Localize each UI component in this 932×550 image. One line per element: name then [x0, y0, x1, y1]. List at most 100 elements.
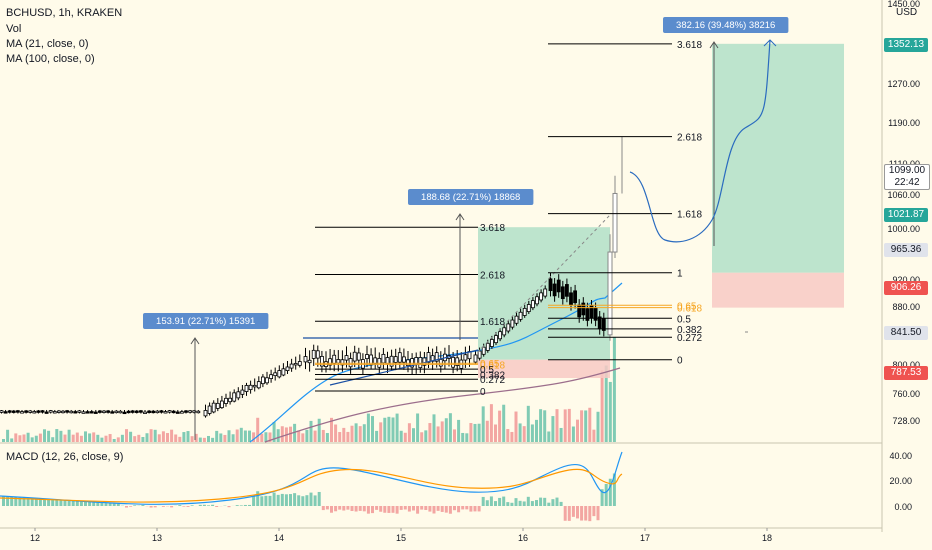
- candle[interactable]: [373, 357, 378, 364]
- candle[interactable]: [451, 356, 456, 368]
- candle[interactable]: [612, 192, 618, 253]
- candle[interactable]: [196, 410, 201, 414]
- candle[interactable]: [328, 358, 333, 366]
- candle[interactable]: [20, 411, 24, 414]
- candle[interactable]: [577, 304, 582, 318]
- candle[interactable]: [489, 339, 494, 347]
- candle[interactable]: [48, 410, 53, 413]
- candle[interactable]: [256, 381, 261, 389]
- candle[interactable]: [336, 359, 341, 364]
- candle[interactable]: [240, 389, 245, 395]
- candle[interactable]: [102, 410, 106, 413]
- measure-box[interactable]: [143, 313, 269, 329]
- candle[interactable]: [506, 323, 511, 332]
- candle[interactable]: [477, 350, 482, 359]
- candle[interactable]: [159, 410, 164, 413]
- candle[interactable]: [543, 288, 548, 297]
- candle[interactable]: [273, 372, 278, 377]
- candle[interactable]: [138, 410, 143, 413]
- measure-box[interactable]: [663, 17, 789, 33]
- candle[interactable]: [203, 410, 208, 417]
- candle[interactable]: [184, 410, 188, 413]
- candle[interactable]: [319, 355, 324, 367]
- candle[interactable]: [494, 335, 498, 344]
- candle[interactable]: [277, 370, 282, 378]
- candle[interactable]: [224, 397, 228, 404]
- candle[interactable]: [73, 411, 78, 414]
- candle[interactable]: [244, 385, 249, 392]
- candle[interactable]: [61, 410, 65, 414]
- candle[interactable]: [360, 359, 365, 369]
- candle[interactable]: [179, 411, 184, 414]
- candle[interactable]: [106, 410, 110, 413]
- candle[interactable]: [228, 397, 233, 403]
- candle[interactable]: [147, 410, 152, 413]
- candle[interactable]: [192, 410, 197, 413]
- macd-legend[interactable]: MACD (12, 26, close, 9): [6, 451, 124, 463]
- candle[interactable]: [569, 292, 573, 306]
- candle[interactable]: [285, 366, 290, 372]
- candle[interactable]: [315, 350, 320, 359]
- candle[interactable]: [69, 410, 74, 414]
- candle[interactable]: [98, 410, 102, 413]
- candle[interactable]: [303, 356, 308, 363]
- candle[interactable]: [155, 410, 160, 414]
- candle[interactable]: [401, 356, 406, 363]
- candle[interactable]: [560, 286, 565, 300]
- symbol-legend[interactable]: BCHUSD, 1h, KRAKEN: [6, 7, 123, 19]
- candle[interactable]: [65, 410, 69, 413]
- candle[interactable]: [514, 315, 519, 324]
- candle[interactable]: [522, 307, 527, 316]
- target-zone[interactable]: [712, 43, 844, 273]
- candle[interactable]: [531, 300, 535, 309]
- candle[interactable]: [607, 251, 613, 336]
- candle[interactable]: [502, 327, 507, 336]
- macd-pane[interactable]: [0, 446, 882, 528]
- candle[interactable]: [510, 319, 515, 328]
- candle[interactable]: [518, 311, 523, 320]
- candle[interactable]: [485, 342, 490, 351]
- candle[interactable]: [110, 411, 115, 414]
- candle[interactable]: [393, 356, 398, 363]
- candle[interactable]: [463, 354, 468, 361]
- candle[interactable]: [389, 355, 394, 367]
- measure-box[interactable]: [408, 189, 534, 205]
- stop-zone[interactable]: [712, 272, 844, 308]
- candle[interactable]: [85, 411, 90, 414]
- candle[interactable]: [114, 410, 119, 414]
- candle[interactable]: [248, 384, 253, 390]
- candle[interactable]: [356, 352, 361, 361]
- candle[interactable]: [593, 308, 598, 321]
- candle[interactable]: [36, 410, 41, 413]
- candle[interactable]: [573, 290, 577, 304]
- candle[interactable]: [344, 355, 349, 361]
- candle[interactable]: [44, 411, 49, 414]
- candle[interactable]: [24, 410, 29, 413]
- candle[interactable]: [77, 410, 82, 413]
- candle[interactable]: [232, 392, 237, 402]
- candle[interactable]: [89, 411, 94, 414]
- candle[interactable]: [552, 283, 557, 297]
- candle[interactable]: [3, 411, 8, 414]
- candle[interactable]: [40, 410, 45, 413]
- candle[interactable]: [93, 411, 98, 414]
- candle[interactable]: [565, 284, 569, 297]
- candle[interactable]: [269, 374, 274, 379]
- candle[interactable]: [352, 351, 357, 362]
- candle[interactable]: [307, 359, 312, 364]
- candle[interactable]: [151, 410, 156, 414]
- candle[interactable]: [289, 363, 294, 369]
- candle[interactable]: [585, 308, 590, 321]
- candle[interactable]: [381, 353, 386, 364]
- candle[interactable]: [426, 352, 431, 363]
- candle[interactable]: [397, 352, 402, 363]
- candle[interactable]: [418, 357, 423, 369]
- candle[interactable]: [32, 411, 37, 414]
- candle[interactable]: [171, 410, 176, 414]
- candle[interactable]: [332, 354, 337, 364]
- ma21-legend[interactable]: MA (21, close, 0): [6, 38, 89, 50]
- candle[interactable]: [167, 410, 172, 413]
- candle[interactable]: [556, 279, 561, 293]
- candle[interactable]: [481, 346, 486, 355]
